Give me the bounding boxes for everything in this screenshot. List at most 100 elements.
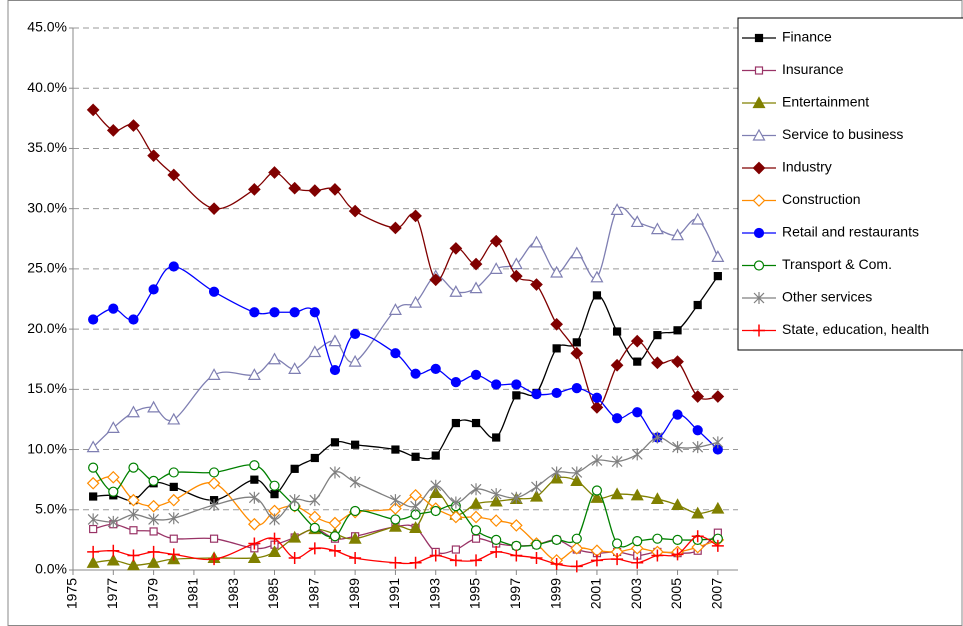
marker [128, 508, 139, 521]
marker [449, 510, 463, 524]
axes: 0.0% 5.0% 10.0% 15.0% 20.0% 25.0% 30.0% 35.0% 40… [27, 19, 738, 609]
marker [288, 551, 301, 564]
marker [571, 466, 583, 479]
marker [411, 452, 420, 461]
marker [429, 549, 442, 562]
marker [128, 462, 139, 473]
y-tick-label: 5.0% [35, 500, 67, 516]
marker [350, 328, 361, 340]
marker [127, 549, 140, 562]
marker [309, 494, 321, 507]
marker [511, 379, 522, 390]
marker [470, 554, 483, 567]
marker [469, 497, 483, 509]
marker [551, 466, 563, 479]
marker [449, 554, 462, 567]
y-tick-label: 45.0% [27, 19, 67, 35]
legend-box [737, 17, 963, 351]
marker [388, 519, 402, 532]
marker [591, 485, 603, 496]
x-tick-label: 1989 [346, 578, 362, 609]
marker [712, 436, 724, 449]
marker [248, 491, 260, 504]
marker [550, 557, 563, 570]
marker [570, 560, 583, 573]
marker [86, 440, 100, 453]
marker [671, 228, 685, 241]
marker [630, 334, 644, 348]
marker [490, 545, 503, 558]
legend-marker [753, 260, 765, 271]
marker [288, 181, 302, 195]
marker [88, 462, 99, 473]
marker [409, 295, 423, 308]
marker [651, 431, 663, 444]
marker [269, 307, 280, 318]
marker [208, 498, 220, 511]
marker [511, 540, 522, 552]
marker [693, 300, 702, 310]
marker [409, 556, 422, 569]
marker [288, 530, 302, 543]
legend-label: Construction [782, 191, 861, 207]
marker [570, 541, 584, 555]
marker [491, 534, 502, 545]
x-tick-label: 1983 [225, 578, 241, 609]
marker [430, 363, 441, 374]
marker [691, 506, 705, 519]
marker [127, 493, 140, 507]
marker [430, 505, 441, 517]
marker [147, 400, 161, 413]
marker [330, 438, 340, 447]
marker [89, 492, 98, 501]
marker [168, 512, 180, 525]
x-tick-label: 1975 [64, 578, 80, 609]
x-tick-label: 2003 [628, 578, 644, 609]
marker [651, 356, 664, 370]
marker [289, 307, 300, 318]
marker [250, 475, 259, 484]
marker [692, 425, 703, 436]
y-tick-label: 35.0% [27, 139, 67, 155]
marker [611, 413, 623, 424]
marker [632, 407, 643, 418]
marker [390, 514, 401, 525]
legend-label: Transport & Com. [782, 256, 892, 272]
marker [127, 119, 140, 132]
marker [86, 103, 100, 117]
marker [489, 262, 503, 274]
marker [389, 556, 402, 569]
marker [429, 486, 443, 499]
marker [108, 303, 119, 314]
marker [409, 209, 422, 223]
y-tick-label: 30.0% [27, 199, 67, 215]
marker [449, 242, 463, 255]
marker [249, 460, 260, 471]
marker [309, 522, 320, 533]
marker [692, 441, 704, 454]
marker [249, 307, 260, 318]
legend-label: Finance [782, 29, 832, 45]
legend-marker [754, 33, 764, 43]
marker [633, 357, 642, 366]
y-tick-label: 40.0% [27, 79, 67, 95]
marker [430, 479, 442, 492]
marker [167, 548, 180, 561]
marker [410, 500, 422, 513]
marker [509, 257, 523, 270]
marker [672, 441, 683, 454]
legend-marker [752, 161, 766, 175]
x-tick-label: 1981 [185, 578, 201, 609]
legend-marker [753, 292, 765, 304]
legend-marker [752, 194, 766, 207]
marker [269, 513, 280, 526]
marker [590, 270, 604, 283]
marker [650, 222, 664, 235]
marker [469, 257, 483, 271]
marker [471, 418, 481, 428]
marker [492, 433, 501, 442]
marker [529, 489, 543, 502]
marker [248, 183, 261, 196]
legend-label: Insurance [782, 61, 844, 77]
marker [348, 204, 362, 218]
